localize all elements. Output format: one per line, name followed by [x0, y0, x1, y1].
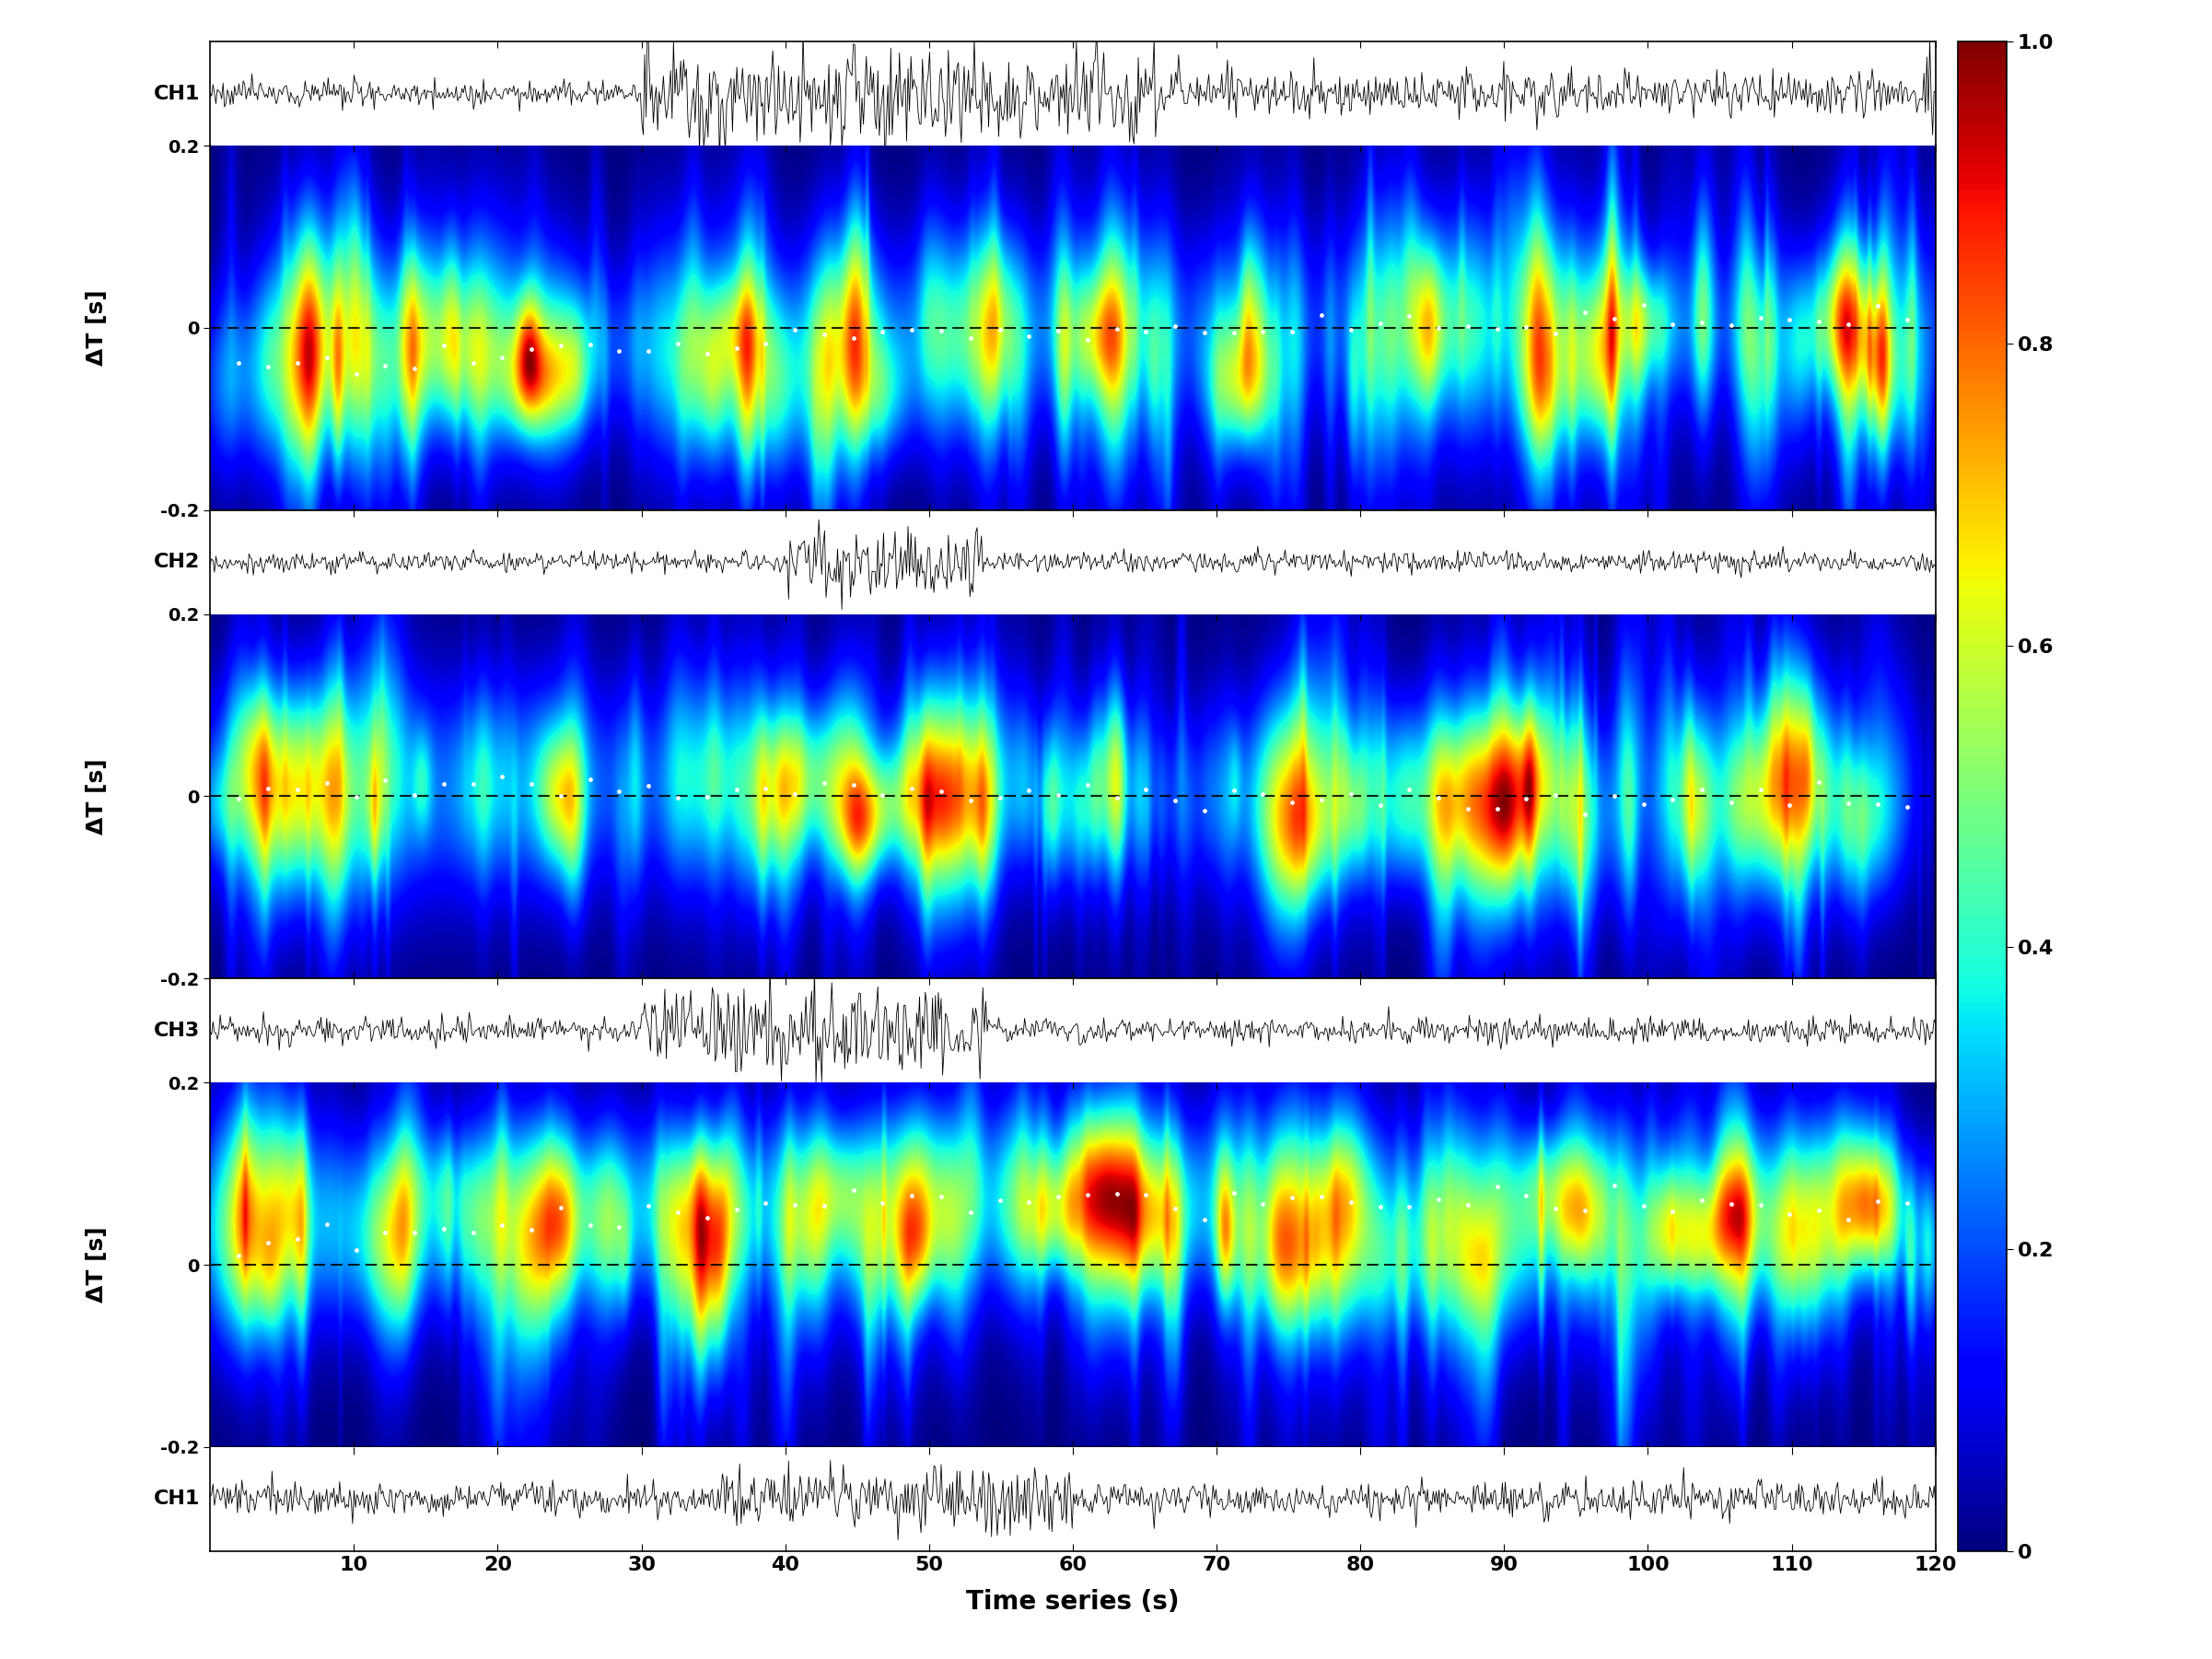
- Y-axis label: ΔT [s]: ΔT [s]: [86, 1226, 108, 1302]
- Y-axis label: CH1: CH1: [153, 1490, 199, 1508]
- Y-axis label: CH3: CH3: [153, 1022, 199, 1040]
- X-axis label: Time series (s): Time series (s): [967, 1589, 1179, 1616]
- Y-axis label: ΔT [s]: ΔT [s]: [86, 290, 108, 367]
- Y-axis label: CH1: CH1: [153, 85, 199, 103]
- Y-axis label: ΔT [s]: ΔT [s]: [86, 758, 108, 834]
- Y-axis label: CH2: CH2: [153, 552, 199, 571]
